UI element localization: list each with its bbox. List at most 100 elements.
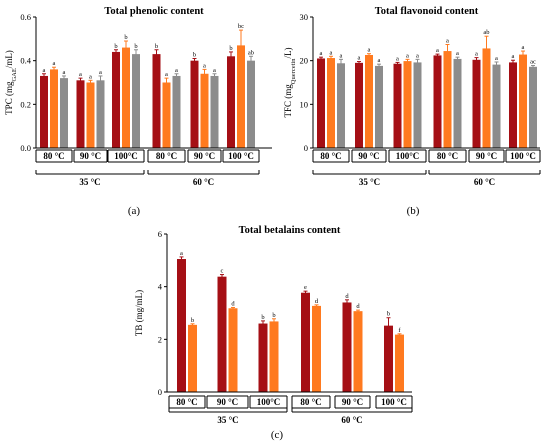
- bar: [443, 51, 452, 149]
- bar: [453, 58, 462, 148]
- bar: [301, 292, 310, 392]
- significance-letter: a: [406, 52, 409, 59]
- bar: [327, 58, 335, 149]
- bar: [509, 62, 517, 149]
- category-label: 100°C: [114, 151, 138, 161]
- significance-letter: a: [416, 52, 419, 59]
- y-axis-label-end: /mL): [4, 50, 14, 68]
- significance-letter: a: [475, 51, 478, 58]
- y-tick-label: 20: [300, 56, 309, 66]
- significance-letter: a: [378, 57, 381, 64]
- y-tick-label: 0: [158, 387, 162, 397]
- significance-letter: a: [358, 55, 361, 62]
- chart-title: Total phenolic content: [104, 6, 204, 17]
- y-tick-label: 10: [300, 99, 309, 109]
- bar: [237, 45, 245, 149]
- significance-letter: b: [134, 43, 137, 50]
- group-label: 35 °C: [217, 415, 238, 425]
- significance-letter: c: [221, 268, 224, 275]
- bar: [384, 325, 393, 392]
- bar: [492, 64, 501, 148]
- bar: [200, 73, 209, 148]
- significance-letter: d: [315, 298, 319, 305]
- bar: [210, 75, 219, 148]
- significance-letter: a: [446, 38, 449, 45]
- group-label: 35 °C: [359, 177, 380, 187]
- category-label: 100 °C: [510, 151, 536, 161]
- chart-title: Total flavonoid content: [375, 6, 479, 17]
- category-label: 90 °C: [476, 151, 497, 161]
- significance-letter: a: [43, 67, 46, 74]
- bar: [519, 54, 527, 149]
- y-axis-label-end: /L): [283, 48, 293, 59]
- bar: [162, 82, 171, 148]
- significance-letter: f: [398, 327, 401, 334]
- significance-letter: a: [165, 71, 168, 78]
- bar: [395, 334, 404, 392]
- category-label: 100 °C: [381, 397, 407, 407]
- group-label: 60 °C: [474, 177, 495, 187]
- category-label: 100°C: [396, 151, 420, 161]
- category-label: 90 °C: [194, 151, 215, 161]
- bar: [247, 60, 255, 148]
- y-tick-label: 2: [158, 334, 162, 344]
- significance-letter: e: [304, 284, 307, 291]
- significance-letter: ab: [483, 29, 489, 36]
- y-axis-label: TFC (mgQuercetin/L): [283, 48, 297, 118]
- category-label: 90 °C: [358, 151, 379, 161]
- significance-letter: b: [114, 43, 117, 50]
- significance-letter: a: [368, 47, 371, 54]
- significance-letter: d: [345, 293, 349, 300]
- bar: [472, 59, 481, 148]
- group-label: 60 °C: [193, 177, 214, 187]
- category-label: 80 °C: [437, 151, 458, 161]
- significance-letter: ab: [248, 49, 254, 56]
- bar: [337, 63, 345, 148]
- chart-panel-2: Total flavonoid content 0 10 20 30 TFC (mgQue…: [283, 6, 541, 217]
- significance-letter: b: [124, 34, 127, 41]
- y-axis-label-subscript: GAE: [11, 68, 18, 81]
- bar: [355, 62, 363, 148]
- bar: [403, 61, 412, 148]
- y-axis-label: TPC (mgGAE/mL): [4, 50, 18, 115]
- category-label: 100°C: [257, 397, 281, 407]
- bar: [96, 80, 105, 148]
- bar: [482, 48, 491, 148]
- significance-letter: a: [213, 67, 216, 74]
- bar: [269, 321, 279, 392]
- bar: [529, 66, 537, 148]
- bar: [433, 55, 442, 148]
- bar: [86, 82, 95, 148]
- panel-label: (b): [407, 205, 420, 217]
- significance-letter: a: [512, 53, 515, 60]
- significance-letter: a: [99, 69, 102, 76]
- significance-letter: a: [175, 67, 178, 74]
- significance-letter: a: [436, 47, 439, 54]
- bar: [375, 65, 383, 148]
- category-label: 80 °C: [156, 151, 177, 161]
- significance-letter: b: [261, 314, 264, 321]
- bar: [190, 60, 199, 148]
- bar: [258, 323, 268, 392]
- category-label: 100 °C: [228, 151, 254, 161]
- significance-letter: a: [89, 73, 92, 80]
- y-tick-label: 6: [158, 229, 162, 239]
- bar: [342, 302, 352, 392]
- category-label: 80 °C: [320, 151, 341, 161]
- bar: [228, 308, 238, 392]
- chart-panel-3: Total betalains content 0 2 4 6 TB (mg/mL) a b 8…: [134, 225, 413, 441]
- bar: [60, 78, 68, 148]
- panel-label: (c): [271, 429, 284, 441]
- bar: [227, 56, 235, 148]
- bar: [76, 80, 85, 148]
- significance-letter: a: [396, 55, 399, 62]
- bar: [393, 63, 402, 149]
- y-axis-label: TB (mg/mL): [134, 290, 144, 336]
- y-axis-label-main: TPC (mg: [4, 81, 14, 115]
- significance-letter: b: [387, 311, 390, 318]
- bar: [217, 276, 227, 392]
- significance-letter: ac: [530, 58, 536, 65]
- bar: [172, 75, 181, 148]
- bar: [50, 69, 58, 148]
- significance-letter: bc: [238, 23, 244, 30]
